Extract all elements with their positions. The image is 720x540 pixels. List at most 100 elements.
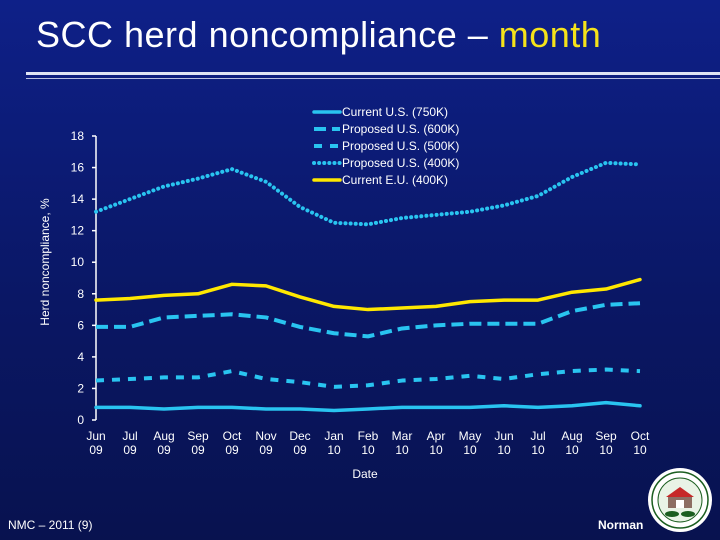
data-point xyxy=(503,299,506,302)
data-point xyxy=(333,305,336,308)
x-tick-label-month: Dec xyxy=(289,429,310,443)
x-tick-label-month: Oct xyxy=(631,429,650,443)
x-tick-label-year: 10 xyxy=(531,443,545,457)
data-point xyxy=(503,204,506,207)
data-point xyxy=(435,377,438,380)
x-tick-label-month: Aug xyxy=(561,429,582,443)
footer-left-text: NMC – 2011 (9) xyxy=(8,518,93,532)
data-point xyxy=(299,206,302,209)
data-point xyxy=(503,377,506,380)
x-tick-label-year: 10 xyxy=(497,443,511,457)
data-point xyxy=(129,377,132,380)
y-tick-label: 6 xyxy=(77,318,84,332)
data-point xyxy=(571,404,574,407)
x-tick-label-month: Sep xyxy=(187,429,209,443)
y-tick-label: 14 xyxy=(71,192,85,206)
data-point xyxy=(605,288,608,291)
data-point xyxy=(95,406,98,409)
data-point xyxy=(265,180,268,183)
x-tick-label-month: Feb xyxy=(358,429,379,443)
x-tick-label-year: 10 xyxy=(565,443,579,457)
x-tick-label-year: 10 xyxy=(361,443,375,457)
data-point xyxy=(469,300,472,303)
x-axis-label: Date xyxy=(352,467,378,481)
data-point xyxy=(129,198,132,201)
data-point xyxy=(605,401,608,404)
data-point xyxy=(401,406,404,409)
title-rule-thick xyxy=(26,72,720,75)
y-tick-label: 4 xyxy=(77,350,84,364)
data-point xyxy=(469,210,472,213)
series-line-2 xyxy=(96,301,641,339)
data-point xyxy=(537,322,540,325)
data-point xyxy=(299,295,302,298)
x-tick-label-year: 10 xyxy=(395,443,409,457)
slide-title-main: SCC herd noncompliance – xyxy=(36,14,499,55)
series-line-3 xyxy=(95,367,641,389)
data-point xyxy=(537,194,540,197)
x-tick-label-month: Sep xyxy=(595,429,617,443)
data-point xyxy=(265,284,268,287)
data-point xyxy=(537,406,540,409)
data-point xyxy=(333,221,336,224)
x-tick-label-month: Nov xyxy=(255,429,276,443)
x-tick-label-year: 09 xyxy=(259,443,273,457)
data-point xyxy=(163,185,166,188)
data-point xyxy=(639,278,642,281)
data-point xyxy=(401,327,404,330)
data-point xyxy=(367,223,370,226)
series-line-4 xyxy=(94,160,642,227)
data-point xyxy=(333,385,336,388)
data-point xyxy=(571,291,574,294)
chart-series xyxy=(94,160,642,413)
x-tick-label-month: Apr xyxy=(427,429,446,443)
x-tick-label-year: 09 xyxy=(123,443,137,457)
x-tick-label-year: 09 xyxy=(89,443,103,457)
data-point xyxy=(163,294,166,297)
data-point xyxy=(197,177,200,180)
y-tick-label: 12 xyxy=(71,224,85,238)
data-point xyxy=(367,335,370,338)
data-point xyxy=(265,377,268,380)
legend-label-4: Proposed U.S. (400K) xyxy=(342,156,459,170)
data-point xyxy=(231,283,234,286)
x-tick-label-year: 09 xyxy=(225,443,239,457)
data-point xyxy=(231,168,234,171)
data-point xyxy=(129,406,132,409)
title-rule-thin xyxy=(26,78,720,79)
data-point xyxy=(265,316,268,319)
data-point xyxy=(639,163,642,166)
x-tick-label-month: Jun xyxy=(86,429,105,443)
y-tick-label: 10 xyxy=(71,255,85,269)
data-point xyxy=(95,210,98,213)
data-point xyxy=(639,302,642,305)
data-point xyxy=(571,370,574,373)
y-tick-label: 18 xyxy=(71,129,85,143)
data-point xyxy=(401,306,404,309)
data-point xyxy=(367,308,370,311)
data-point xyxy=(197,314,200,317)
x-tick-label-year: 10 xyxy=(429,443,443,457)
x-tick-label-year: 10 xyxy=(463,443,477,457)
data-point xyxy=(605,161,608,164)
data-point xyxy=(129,325,132,328)
data-point xyxy=(401,217,404,220)
data-point xyxy=(639,404,642,407)
series-line-5 xyxy=(94,277,642,312)
data-point xyxy=(163,407,166,410)
legend-label-5: Current E.U. (400K) xyxy=(342,173,448,187)
legend-label-1: Current U.S. (750K) xyxy=(342,105,448,119)
data-point xyxy=(95,325,98,328)
x-tick-label-year: 09 xyxy=(191,443,205,457)
data-point xyxy=(163,376,166,379)
x-tick-label-month: Jul xyxy=(122,429,137,443)
data-point xyxy=(333,409,336,412)
aipl-usda-seal-icon xyxy=(648,468,712,532)
data-point xyxy=(469,406,472,409)
x-tick-label-year: 10 xyxy=(633,443,647,457)
data-point xyxy=(537,299,540,302)
data-point xyxy=(333,332,336,335)
footer-right-text: Norman xyxy=(598,518,644,532)
data-point xyxy=(163,316,166,319)
